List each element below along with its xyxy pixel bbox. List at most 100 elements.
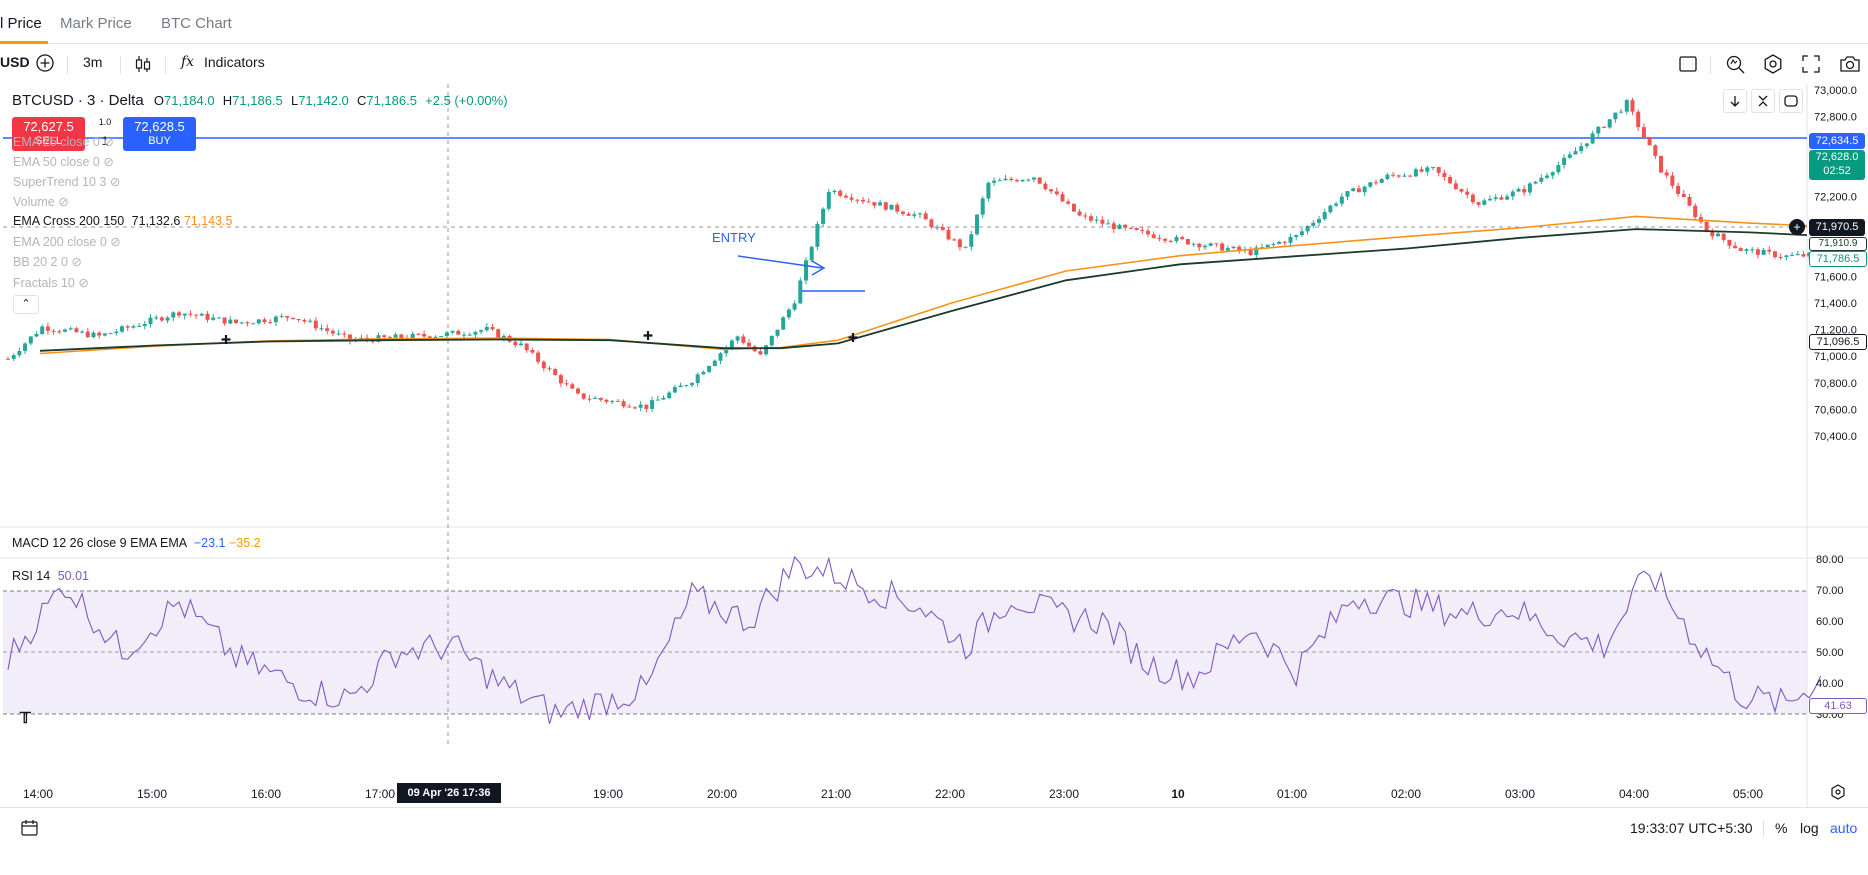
price-chart-canvas[interactable]: ENTRY 73,000.072,800.072,600.072,400.072…: [0, 84, 1868, 807]
utc-clock[interactable]: 19:33:07 UTC+5:30: [1630, 820, 1753, 836]
layout-square-icon[interactable]: [1678, 54, 1698, 74]
order-quantity[interactable]: 1: [101, 134, 109, 148]
scroll-down-button[interactable]: [1723, 89, 1747, 113]
candle-body: [644, 404, 649, 409]
candle-body: [1032, 177, 1036, 180]
add-symbol-icon[interactable]: [35, 53, 55, 73]
candle-body: [330, 330, 335, 334]
candle-body: [1100, 219, 1105, 224]
bar-countdown: 02:52: [1823, 165, 1851, 177]
indicator-ema25[interactable]: EMA 25 close 0 ⊘: [13, 134, 114, 149]
candle-body: [866, 201, 871, 203]
eye-off-icon[interactable]: ⊘: [71, 255, 82, 269]
eye-off-icon[interactable]: ⊘: [110, 235, 121, 249]
price-tick-label: 71,400.0: [1814, 298, 1857, 310]
indicator-bb[interactable]: BB 20 2 0 ⊘: [13, 254, 82, 269]
percent-scale-toggle[interactable]: %: [1775, 820, 1788, 836]
eye-off-icon[interactable]: ⊘: [109, 175, 121, 189]
candle-body: [541, 361, 546, 369]
auto-scale-toggle[interactable]: auto: [1830, 820, 1858, 836]
quick-search-icon[interactable]: [1724, 53, 1746, 75]
time-axis[interactable]: 14:00 15:00 16:00 17:00 19:00 20:00 21:00 22:00…: [23, 787, 1763, 801]
candle-body: [1676, 185, 1681, 194]
indicator-supertrend[interactable]: SuperTrend 10 3 ⊘: [13, 174, 120, 189]
macd-legend[interactable]: MACD 12 26 close 9 EMA EMA −23.1 −35.2: [12, 536, 261, 550]
candle-body: [410, 333, 415, 339]
indicator-ema50[interactable]: EMA 50 close 0 ⊘: [13, 154, 114, 169]
tab-btc-chart[interactable]: BTC Chart: [161, 15, 232, 32]
eye-off-icon[interactable]: ⊘: [103, 135, 114, 149]
candle-body: [667, 392, 672, 399]
symbol-search[interactable]: USD: [0, 54, 30, 70]
rsi-line: [7, 555, 1822, 724]
candle-body: [883, 202, 888, 210]
entry-annotation[interactable]: ENTRY: [712, 230, 756, 245]
collapse-legend-button[interactable]: ⌃: [13, 295, 39, 314]
candle-body: [1317, 219, 1321, 223]
candle-body: [906, 213, 911, 216]
tab-mark-price[interactable]: Mark Price: [60, 15, 132, 32]
eye-off-icon[interactable]: ⊘: [58, 195, 69, 209]
candle-body: [114, 331, 119, 334]
eye-off-icon[interactable]: ⊘: [103, 155, 114, 169]
eye-off-icon[interactable]: ⊘: [78, 276, 89, 290]
candle-body: [1174, 237, 1179, 242]
tradingview-logo[interactable]: 𝕋: [20, 710, 31, 727]
sell-button[interactable]: 72,627.5 SELL: [12, 117, 85, 151]
candles-style-icon[interactable]: [134, 54, 152, 74]
candle-body: [661, 398, 666, 400]
indicator-ema200[interactable]: EMA 200 close 0 ⊘: [13, 234, 121, 249]
candle-body: [1590, 133, 1595, 144]
date-range-icon[interactable]: [20, 818, 40, 838]
candle-body: [1659, 155, 1663, 173]
candle-body: [581, 393, 586, 399]
crosshair-add-icon[interactable]: +: [1789, 219, 1805, 235]
candle-body: [450, 330, 455, 333]
macd-label: MACD 12 26 close 9 EMA EMA: [12, 536, 187, 550]
candle-body: [34, 333, 39, 337]
legend-symbol[interactable]: BTCUSD · 3 · Delta: [12, 92, 144, 109]
interval-button[interactable]: 3m: [83, 54, 103, 70]
candle-body: [1288, 236, 1293, 243]
chart-container[interactable]: ENTRY 73,000.072,800.072,600.072,400.072…: [0, 84, 1868, 807]
rsi-tick-label: 70.00: [1816, 585, 1844, 597]
tab-last-price[interactable]: l Price: [0, 15, 42, 32]
time-tick-label: 20:00: [707, 787, 737, 801]
indicators-button[interactable]: Indicators: [204, 54, 265, 70]
blue-line-price-label[interactable]: 72,634.5: [1809, 133, 1865, 149]
camera-screenshot-icon[interactable]: [1838, 53, 1862, 75]
candle-body: [205, 313, 210, 320]
candle-body: [28, 336, 33, 344]
log-scale-toggle[interactable]: log: [1800, 820, 1819, 836]
candle-body: [1299, 231, 1304, 236]
candle-body: [490, 326, 495, 330]
candle-body: [1493, 197, 1498, 199]
rsi-legend[interactable]: RSI 14 50.01: [12, 569, 89, 583]
indicator-volume[interactable]: Volume ⊘: [13, 194, 69, 209]
candle-body: [427, 336, 432, 339]
last-price-label[interactable]: 72,628.0 02:52: [1809, 150, 1865, 180]
settings-gear-icon[interactable]: [1762, 53, 1784, 75]
fullscreen-icon[interactable]: [1800, 53, 1822, 75]
candle-body: [1003, 178, 1008, 181]
candle-body: [416, 333, 421, 335]
legend-low-label: L: [290, 93, 299, 108]
indicator-ema-cross[interactable]: EMA Cross 200 150 71,132.6 71,143.5: [13, 214, 232, 228]
maximize-pane-button[interactable]: [1779, 89, 1803, 113]
candle-body: [1641, 127, 1646, 138]
time-tick-label: 17:00: [365, 787, 395, 801]
candle-body: [1225, 248, 1230, 251]
candle-body: [587, 398, 592, 400]
candle-body: [684, 385, 689, 387]
ema-cross-value-2: 71,143.5: [183, 214, 233, 228]
legend-high: 71,186.5: [232, 93, 283, 108]
indicator-fractals[interactable]: Fractals 10 ⊘: [13, 275, 89, 290]
time-axis-settings-icon[interactable]: [1829, 783, 1847, 801]
candle-body: [1516, 188, 1521, 192]
fx-icon[interactable]: fx: [181, 54, 195, 70]
buy-button[interactable]: 72,628.5 BUY: [123, 117, 196, 151]
candle-body: [382, 335, 387, 338]
entry-arrow[interactable]: [737, 255, 823, 269]
collapse-pane-button[interactable]: [1751, 89, 1775, 113]
